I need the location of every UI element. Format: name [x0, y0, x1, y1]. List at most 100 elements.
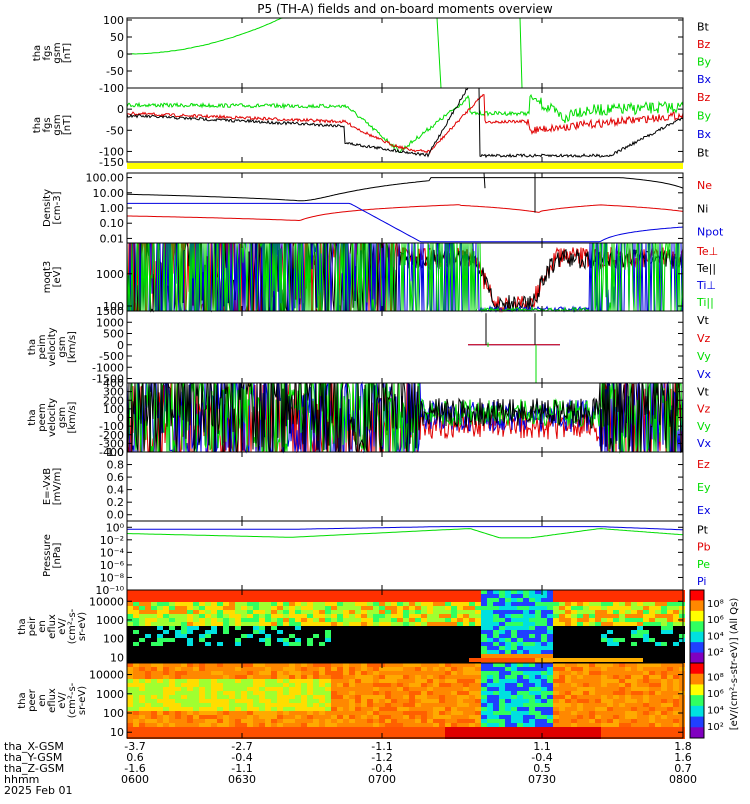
spec-cell-peir [325, 638, 331, 642]
spec-cell-peir [289, 642, 295, 646]
spec-cell-peir [127, 594, 133, 598]
spec-cell-peir [421, 622, 427, 626]
spec-cell-peir [247, 598, 253, 602]
spec-cell-peer [187, 711, 193, 715]
spec-cell-peir [139, 626, 145, 630]
spec-cell-peer [127, 679, 133, 683]
spec-cell-peer [217, 719, 223, 723]
spec-cell-peir [133, 622, 139, 626]
spec-cell-peer [415, 711, 421, 715]
spec-cell-peir [445, 598, 451, 602]
spec-cell-peir [631, 642, 637, 646]
spec-cell-peer [517, 687, 523, 691]
spec-cell-peer [199, 679, 205, 683]
spec-cell-peer [319, 679, 325, 683]
spec-cell-peer [301, 731, 307, 735]
spec-cell-peer [349, 731, 355, 735]
spec-cell-peir [277, 650, 283, 654]
spec-cell-peir [547, 646, 553, 650]
spec-cell-peer [367, 667, 373, 671]
spec-cell-peir [421, 598, 427, 602]
spec-cell-peir [661, 642, 667, 646]
spec-cell-peer [541, 707, 547, 711]
spec-cell-peir [229, 638, 235, 642]
spec-cell-peer [505, 719, 511, 723]
spec-cell-peir [343, 634, 349, 638]
legend-density-Ni: Ni [697, 202, 708, 215]
spec-cell-peer [211, 719, 217, 723]
spec-cell-peir [529, 658, 535, 662]
spec-cell-peir [343, 642, 349, 646]
spec-cell-peir [607, 622, 613, 626]
spec-cell-peir [559, 618, 565, 622]
spec-cell-peer [673, 675, 679, 679]
spec-cell-peer [619, 663, 625, 667]
spec-cell-peir [241, 650, 247, 654]
y-tick-label-efield: 0.2 [107, 496, 125, 509]
spec-cell-peer [439, 727, 445, 731]
spec-cell-peir [385, 614, 391, 618]
spec-cell-peer [517, 715, 523, 719]
y-tick-label-pressure: 10⁻⁸ [100, 571, 125, 584]
spec-cell-peer [277, 727, 283, 731]
spec-cell-peir [157, 602, 163, 606]
spec-cell-peer [457, 731, 463, 735]
spec-cell-peer [625, 719, 631, 723]
spec-cell-peer [433, 695, 439, 699]
spec-cell-peer [277, 731, 283, 735]
spec-cell-peer [289, 691, 295, 695]
spec-cell-peer [151, 731, 157, 735]
spec-cell-peir [199, 658, 205, 662]
y-axis-label-fgs-gsm: gsm [52, 42, 63, 63]
spec-cell-peer [151, 707, 157, 711]
spec-cell-peer [127, 683, 133, 687]
spec-cell-peer [529, 707, 535, 711]
spec-cell-peer [457, 687, 463, 691]
spec-cell-peer [565, 671, 571, 675]
spec-cell-peer [181, 711, 187, 715]
spec-cell-peer [409, 703, 415, 707]
spec-cell-peir [361, 630, 367, 634]
spec-cell-peer [379, 719, 385, 723]
spec-cell-peer [445, 675, 451, 679]
spec-cell-peir [607, 650, 613, 654]
spec-cell-peer [661, 679, 667, 683]
spec-cell-peir [577, 650, 583, 654]
spec-cell-peir [409, 634, 415, 638]
spec-cell-peer [223, 719, 229, 723]
spec-cell-peir [175, 598, 181, 602]
spec-cell-peer [673, 719, 679, 723]
spec-cell-peir [151, 622, 157, 626]
spec-cell-peer [409, 675, 415, 679]
spec-cell-peir [373, 630, 379, 634]
spec-cell-peir [535, 598, 541, 602]
spec-cell-peir [229, 634, 235, 638]
spec-cell-peir [325, 626, 331, 630]
spec-cell-peir [493, 634, 499, 638]
spec-cell-peer [277, 723, 283, 727]
spec-cell-peer [553, 683, 559, 687]
spec-cell-peir [427, 590, 433, 594]
spec-cell-peer [385, 719, 391, 723]
spec-cell-peir [475, 642, 481, 646]
spec-cell-peir [373, 658, 379, 662]
spec-cell-peer [379, 675, 385, 679]
spec-cell-peir [409, 638, 415, 642]
spec-cell-peir [139, 618, 145, 622]
x-tick-label-t: 0700 [368, 773, 396, 786]
spec-cell-peir [577, 598, 583, 602]
spec-cell-peer [493, 727, 499, 731]
spec-cell-peer [535, 703, 541, 707]
spec-cell-peir [355, 610, 361, 614]
spec-cell-peer [337, 707, 343, 711]
spec-cell-peer [277, 703, 283, 707]
spec-cell-peir [565, 606, 571, 610]
spec-cell-peir [217, 650, 223, 654]
spec-cell-peir [139, 638, 145, 642]
y-tick-label-fgs-gsm: -50 [106, 65, 124, 78]
spec-cell-peir [643, 626, 649, 630]
panel-frame-peim [126, 310, 684, 384]
y-axis-label-peem: [km/s] [67, 401, 78, 433]
spec-cell-peir [163, 642, 169, 646]
spec-cell-peer [529, 663, 535, 667]
